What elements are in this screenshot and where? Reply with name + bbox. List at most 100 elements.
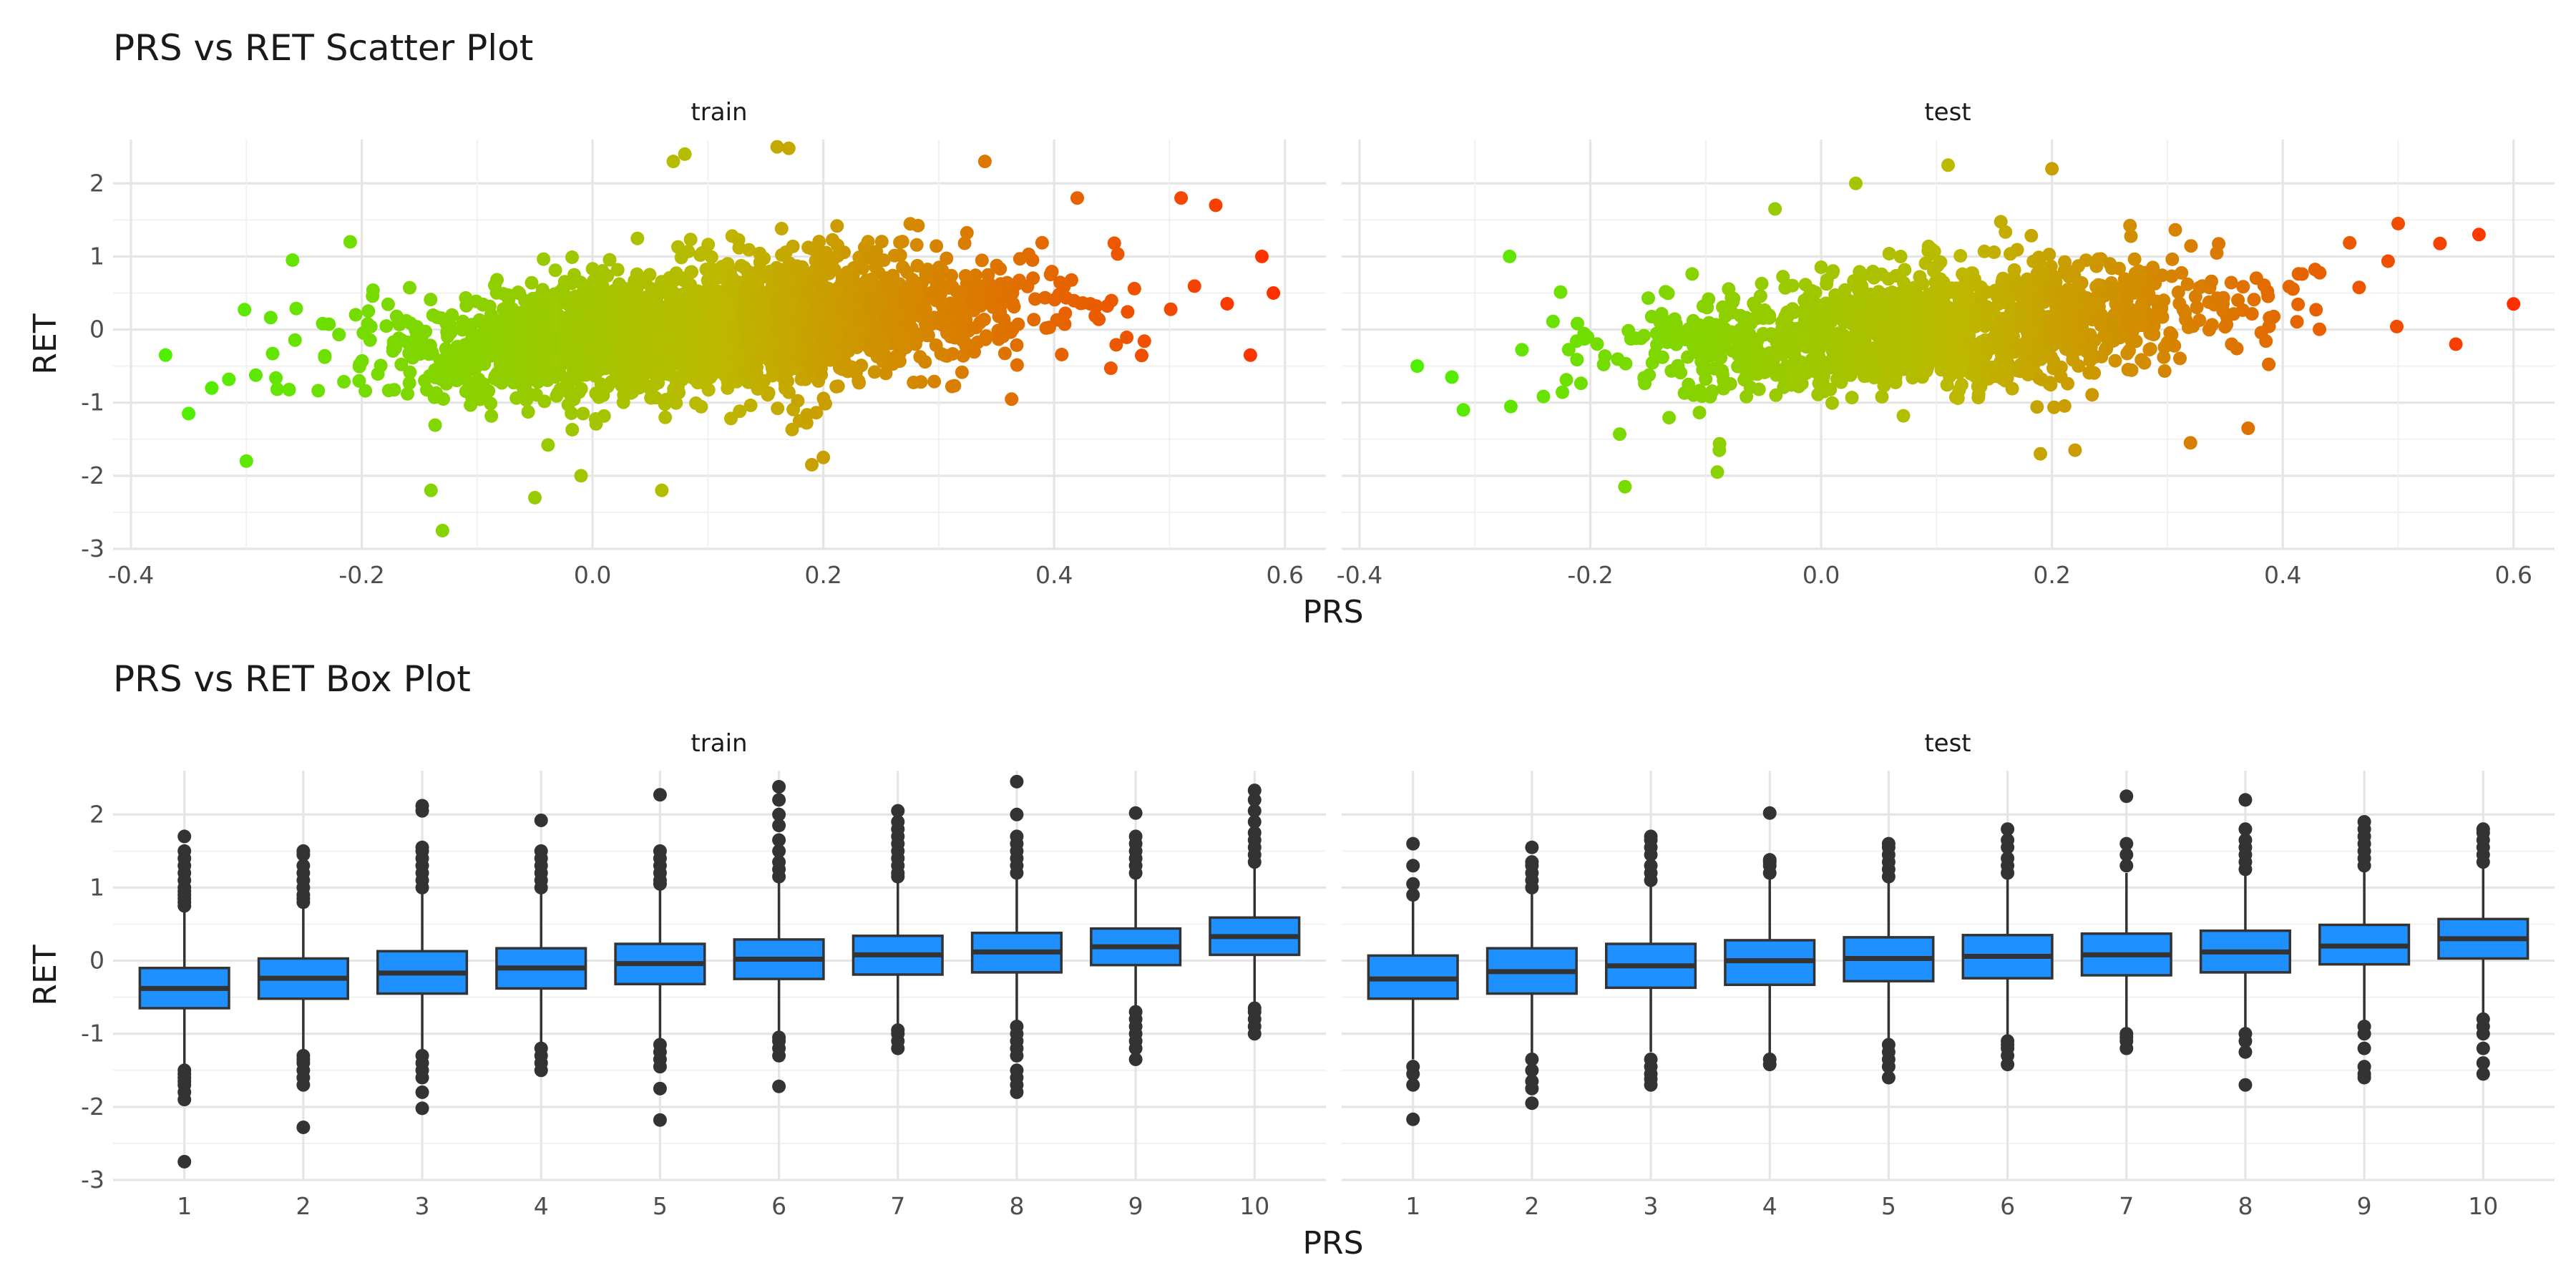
scatter-point [332,328,346,342]
scatter-point [776,319,790,333]
box-outlier [772,1048,786,1063]
box-panel-train: -3 -2 -1 0 1 2 1 2 3 4 5 6 7 8 9 10 [81,771,1326,1220]
scatter-point [1968,306,1983,320]
box-outlier [891,804,905,818]
scatter-point [516,310,530,324]
scatter-point [1866,318,1880,332]
scatter-point [495,341,509,356]
scatter-point [819,396,832,411]
scatter-point [1913,270,1927,284]
x-tick-label: 10 [1239,1192,1269,1220]
scatter-point [503,316,517,330]
scatter-point [1820,303,1835,316]
scatter-point [895,235,909,249]
scatter-point [945,347,960,361]
scatter-point [805,313,819,327]
scatter-point [958,269,972,283]
scatter-point [1956,267,1970,281]
scatter-point [1536,389,1551,404]
box-outlier [772,779,786,794]
box-facet-test-label: test [1924,729,1971,758]
scatter-point [1662,411,1677,425]
box-outlier [772,1079,786,1093]
box-outlier [2001,833,2015,847]
scatter-point [886,268,900,283]
scatter-point [1255,249,1269,263]
scatter-point [852,250,867,265]
scatter-point [2152,308,2167,322]
scatter-point [337,375,351,389]
scatter-point [1752,382,1766,396]
scatter-point [1941,158,1955,172]
scatter-point [387,383,401,397]
scatter-point [1755,276,1769,291]
box-outlier [1406,877,1420,891]
scatter-point [2094,349,2109,364]
x-tick-label: 0.4 [1035,561,1073,589]
scatter-point [721,360,736,374]
scatter-point [704,341,718,355]
x-tick-label: -0.2 [338,561,384,589]
box-outlier [1128,1041,1143,1055]
scatter-point [1574,376,1588,391]
scatter-point [2313,322,2326,336]
y-tick-label: -3 [81,535,104,562]
scatter-point [1043,268,1058,282]
scatter-point [600,312,614,326]
scatter-point [1927,264,1941,278]
scatter-point [2072,332,2086,346]
scatter-point [1070,191,1084,205]
scatter-point [1951,323,1965,337]
scatter-point [799,283,814,297]
scatter-point [722,343,736,357]
scatter-point [848,299,862,313]
scatter-point [2155,268,2170,283]
scatter-point [1799,340,1813,354]
scatter-point [1456,403,1470,417]
scatter-point [2031,298,2045,312]
scatter-point [2449,337,2463,351]
scatter-point [942,327,956,341]
scatter-point [1057,280,1071,293]
box-outlier [296,1078,311,1092]
scatter-point [800,408,814,422]
scatter-point [619,301,633,315]
scatter-point [529,388,543,402]
scatter-point [1779,320,1793,334]
scatter-point [402,346,416,361]
scatter-point [2000,371,2014,385]
y-tick-label: 1 [89,873,104,901]
scatter-point [859,279,874,293]
scatter-point [784,292,799,306]
scatter-point [1103,361,1118,376]
scatter-point [1956,338,1970,352]
scatter-point [1776,270,1790,284]
scatter-point [1755,347,1770,361]
scatter-point [986,300,1000,314]
scatter-point [282,383,296,396]
scatter-point [955,365,969,379]
scatter-point [389,309,404,323]
scatter-point [435,524,449,537]
scatter-point [701,293,715,307]
scatter-point [2224,275,2238,290]
scatter-point [685,265,699,279]
scatter-point [830,219,844,233]
scatter-point [537,252,551,266]
scatter-point [249,368,263,382]
x-tick-label: 7 [890,1192,905,1220]
y-tick-label: 2 [89,169,104,197]
scatter-point [553,285,567,299]
scatter-point [770,140,784,154]
scatter-point [356,326,371,340]
x-tick-label: 9 [1128,1192,1143,1220]
scatter-point [2205,318,2219,332]
scatter-point [2048,318,2062,333]
scatter-point [1733,308,1747,323]
scatter-point [1655,350,1669,364]
scatter-point [893,248,907,263]
box-outlier [415,1070,429,1085]
scatter-point [608,361,622,376]
scatter-point [476,298,490,312]
scatter-point [1987,245,2001,259]
